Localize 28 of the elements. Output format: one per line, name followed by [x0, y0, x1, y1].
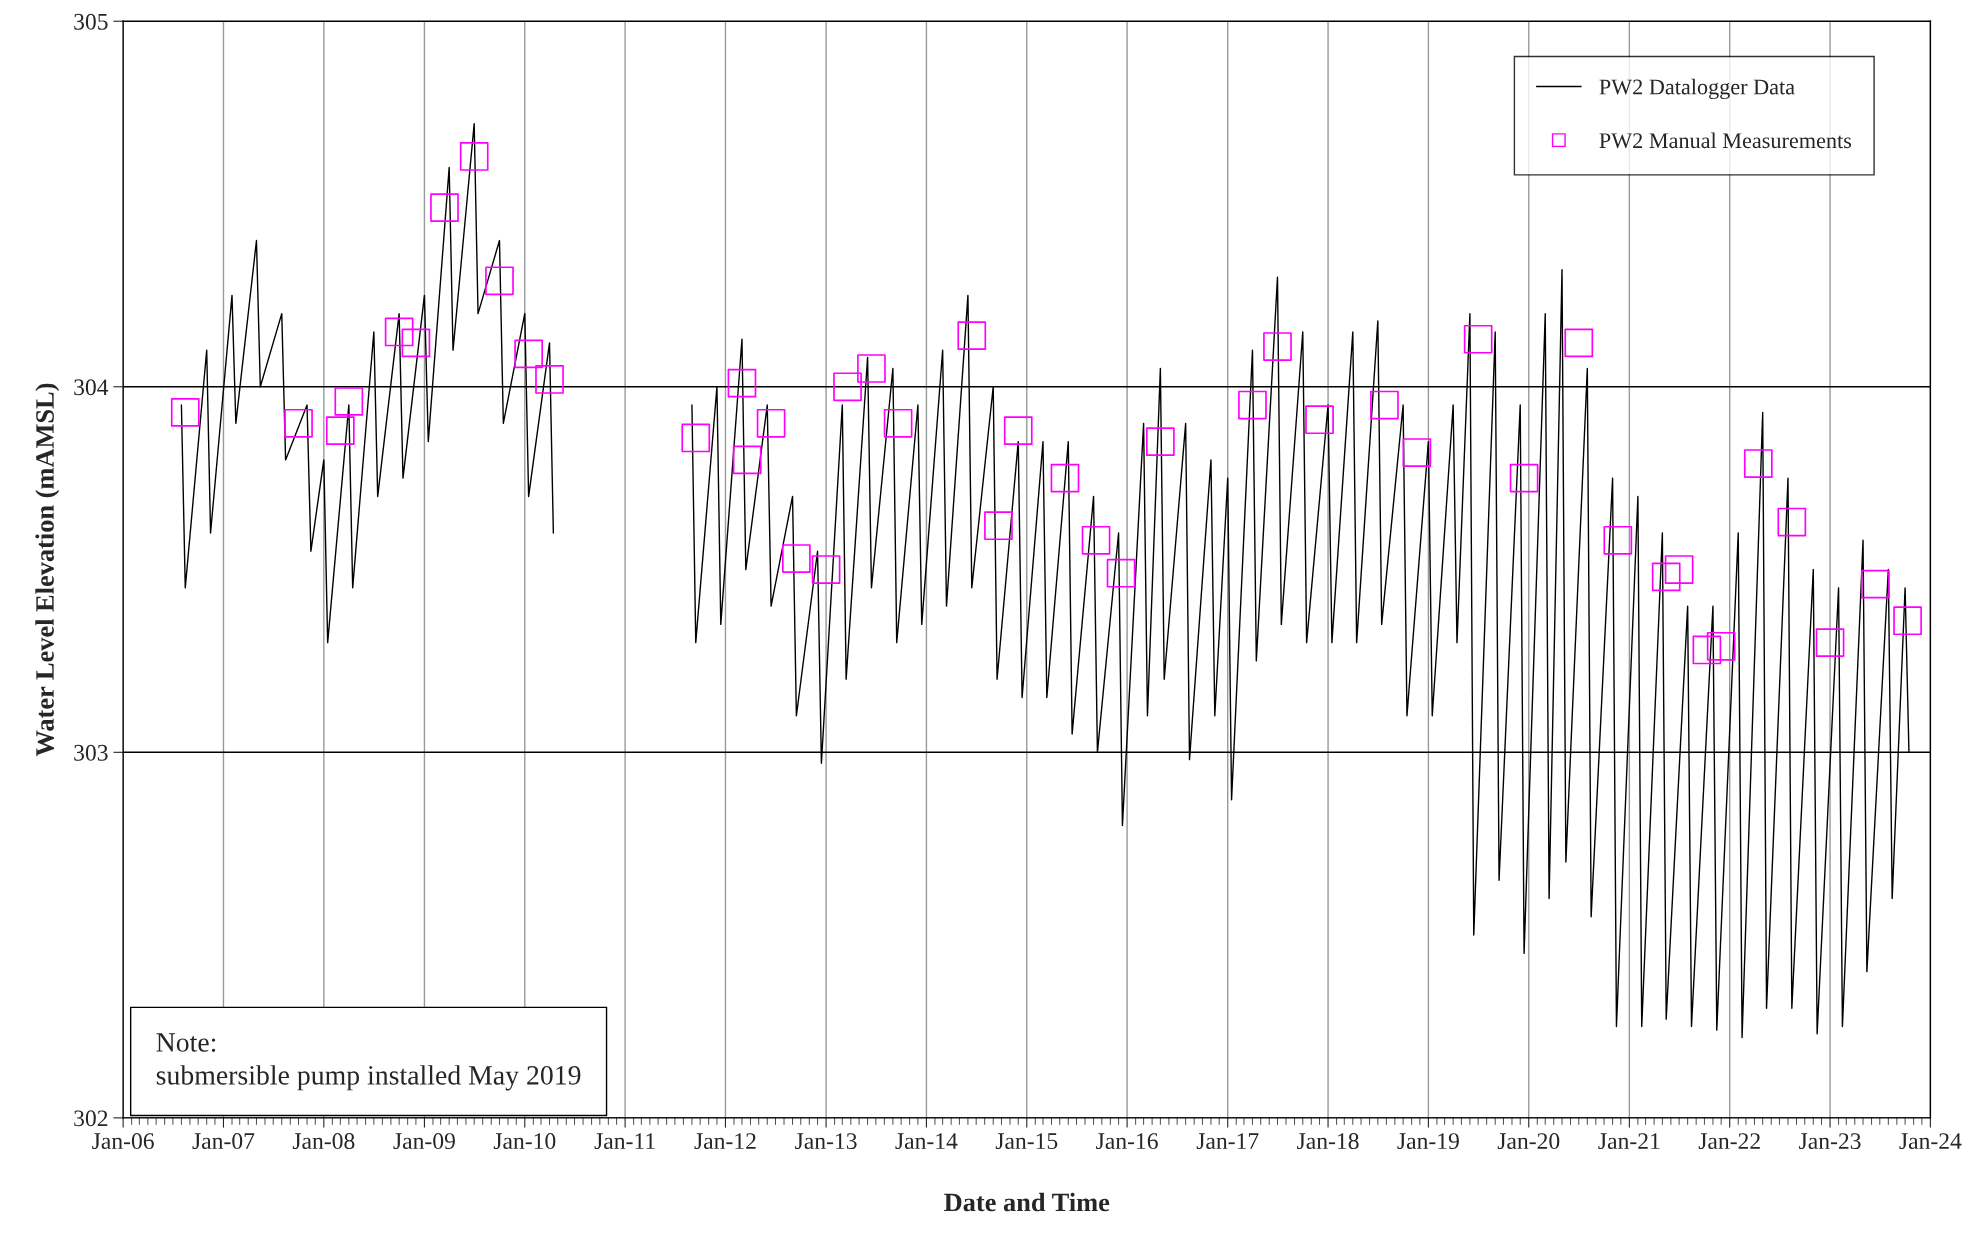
legend-label: PW2 Manual Measurements	[1599, 132, 1852, 149]
legend-label: PW2 Datalogger Data	[1599, 78, 1795, 100]
x-tick-label: Jan-18	[1297, 1133, 1359, 1150]
x-tick-label: Jan-23	[1799, 1133, 1861, 1150]
y-tick-label: 305	[74, 13, 108, 30]
x-tick-label: Jan-21	[1598, 1133, 1660, 1150]
x-tick-label: Jan-15	[995, 1133, 1058, 1150]
x-tick-label: Jan-09	[393, 1133, 455, 1150]
x-tick-label: Jan-06	[92, 1133, 154, 1150]
x-tick-label: Jan-12	[694, 1133, 756, 1150]
x-tick-label: Jan-13	[795, 1133, 857, 1150]
x-tick-label: Jan-14	[895, 1133, 958, 1150]
y-axis-title: Water Level Elevation (mAMSL)	[35, 383, 60, 757]
x-tick-label: Jan-24	[1899, 1133, 1962, 1150]
y-tick-label: 303	[74, 744, 108, 761]
x-tick-label: Jan-20	[1497, 1133, 1560, 1150]
annotation: Note: submersible pump installed May 2019	[156, 1033, 581, 1091]
y-tick-label: 304	[74, 379, 109, 396]
x-tick-label: Jan-16	[1096, 1133, 1158, 1150]
x-tick-label: Jan-08	[292, 1133, 355, 1150]
y-tick-label: 302	[74, 1110, 108, 1127]
x-tick-label: Jan-22	[1698, 1133, 1760, 1150]
x-axis-title: Date and Time	[944, 1192, 1110, 1212]
x-tick-label: Jan-11	[594, 1133, 655, 1150]
x-tick-label: Jan-10	[493, 1133, 556, 1150]
x-tick-label: Jan-19	[1397, 1133, 1459, 1150]
x-tick-label: Jan-17	[1196, 1133, 1259, 1150]
x-tick-label: Jan-07	[192, 1133, 255, 1150]
